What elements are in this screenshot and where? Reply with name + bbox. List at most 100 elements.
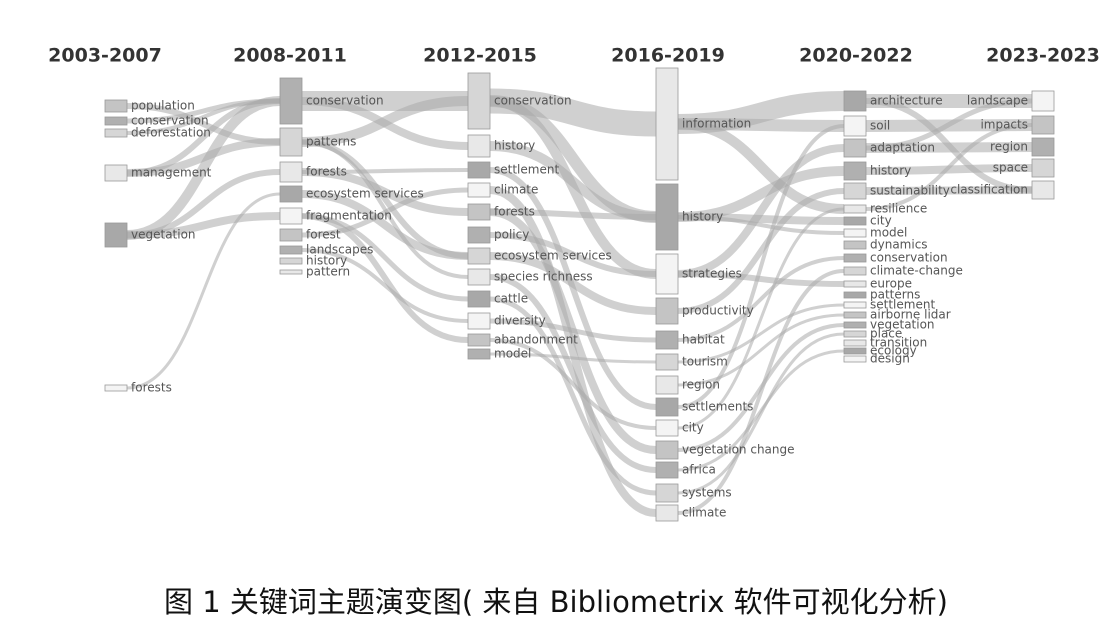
theme-label: conservation <box>494 94 572 108</box>
flow <box>489 352 657 364</box>
theme-node <box>467 203 491 221</box>
theme-node <box>843 216 867 226</box>
theme-node <box>655 419 679 437</box>
theme-label: adaptation <box>870 141 935 155</box>
theme-node <box>467 348 491 360</box>
theme-node <box>1031 137 1055 157</box>
theme-label: deforestation <box>131 126 211 140</box>
theme-node <box>843 321 867 329</box>
theme-label: space <box>993 161 1028 175</box>
theme-label: model <box>494 347 531 361</box>
theme-label: cattle <box>494 292 528 306</box>
theme-label: vegetation <box>131 228 196 242</box>
flow <box>301 248 469 323</box>
theme-node <box>279 207 303 225</box>
theme-node <box>655 353 679 371</box>
flow <box>677 303 845 364</box>
theme-label: architecture <box>870 94 943 108</box>
theme-node <box>655 440 679 460</box>
period-label: 2003-2007 <box>48 45 162 67</box>
theme-label: patterns <box>870 288 920 302</box>
theme-label: design <box>870 352 910 366</box>
flow <box>677 349 845 472</box>
theme-label: climate <box>682 506 726 520</box>
flow <box>301 190 469 260</box>
flow <box>677 119 845 214</box>
flow <box>677 269 845 515</box>
theme-node <box>843 115 867 137</box>
flow <box>489 338 657 430</box>
theme-node <box>104 222 128 248</box>
theme-node <box>1031 115 1055 135</box>
theme-node <box>843 266 867 276</box>
theme-label: population <box>131 99 195 113</box>
theme-node <box>467 247 491 265</box>
flow <box>126 96 281 240</box>
theme-node <box>843 204 867 214</box>
flow <box>865 98 1033 151</box>
theme-node <box>655 330 679 350</box>
theme-label: forest <box>306 228 341 242</box>
theme-node <box>104 164 128 182</box>
theme-node <box>843 311 867 319</box>
theme-node <box>467 226 491 244</box>
theme-label: history <box>682 210 723 224</box>
theme-label: region <box>990 140 1028 154</box>
theme-node <box>843 138 867 158</box>
period-label: 2023-2023 <box>986 45 1100 67</box>
theme-label: airborne lidar <box>870 308 951 322</box>
theme-node <box>279 245 303 255</box>
flow <box>489 96 657 279</box>
theme-node <box>843 228 867 238</box>
flow <box>126 169 281 238</box>
theme-node <box>279 269 303 275</box>
theme-label: conservation <box>131 114 209 128</box>
theme-node <box>843 161 867 181</box>
flow <box>865 123 1033 211</box>
theme-label: settlement <box>494 163 559 177</box>
theme-label: africa <box>682 463 716 477</box>
theme-node <box>1031 158 1055 178</box>
theme-node <box>843 330 867 338</box>
theme-label: information <box>682 117 751 131</box>
theme-node <box>655 375 679 395</box>
theme-label: habitat <box>682 333 725 347</box>
theme-label: soil <box>870 119 890 133</box>
flow <box>677 207 845 430</box>
theme-label: forests <box>494 205 535 219</box>
theme-node <box>467 72 491 130</box>
theme-node <box>104 384 128 392</box>
theme-node <box>655 504 679 522</box>
theme-label: species richness <box>494 270 593 284</box>
flow <box>677 313 845 387</box>
theme-node <box>467 161 491 179</box>
nodes: 2003-2007populationconservationdeforesta… <box>48 45 1100 522</box>
flow <box>489 209 657 220</box>
theme-node <box>843 339 867 347</box>
theme-node <box>279 77 303 125</box>
theme-node <box>655 397 679 417</box>
theme-label: city <box>870 214 892 228</box>
theme-label: diversity <box>494 314 546 328</box>
theme-node <box>467 134 491 158</box>
theme-node <box>1031 180 1055 200</box>
flow <box>489 318 657 343</box>
theme-label: europe <box>870 277 912 291</box>
theme-label: productivity <box>682 304 754 318</box>
theme-node <box>843 90 867 112</box>
theme-node <box>843 280 867 288</box>
theme-node <box>467 290 491 308</box>
theme-node <box>843 347 867 355</box>
theme-node <box>279 257 303 265</box>
theme-node <box>279 161 303 183</box>
flow <box>677 256 845 342</box>
theme-label: settlements <box>682 400 753 414</box>
period-label: 2008-2011 <box>233 45 347 67</box>
theme-label: landscapes <box>306 243 373 257</box>
flow <box>677 124 845 409</box>
period-label: 2020-2022 <box>799 45 913 67</box>
theme-node <box>467 312 491 330</box>
theme-node <box>655 183 679 251</box>
theme-node <box>655 461 679 479</box>
theme-node <box>467 182 491 198</box>
